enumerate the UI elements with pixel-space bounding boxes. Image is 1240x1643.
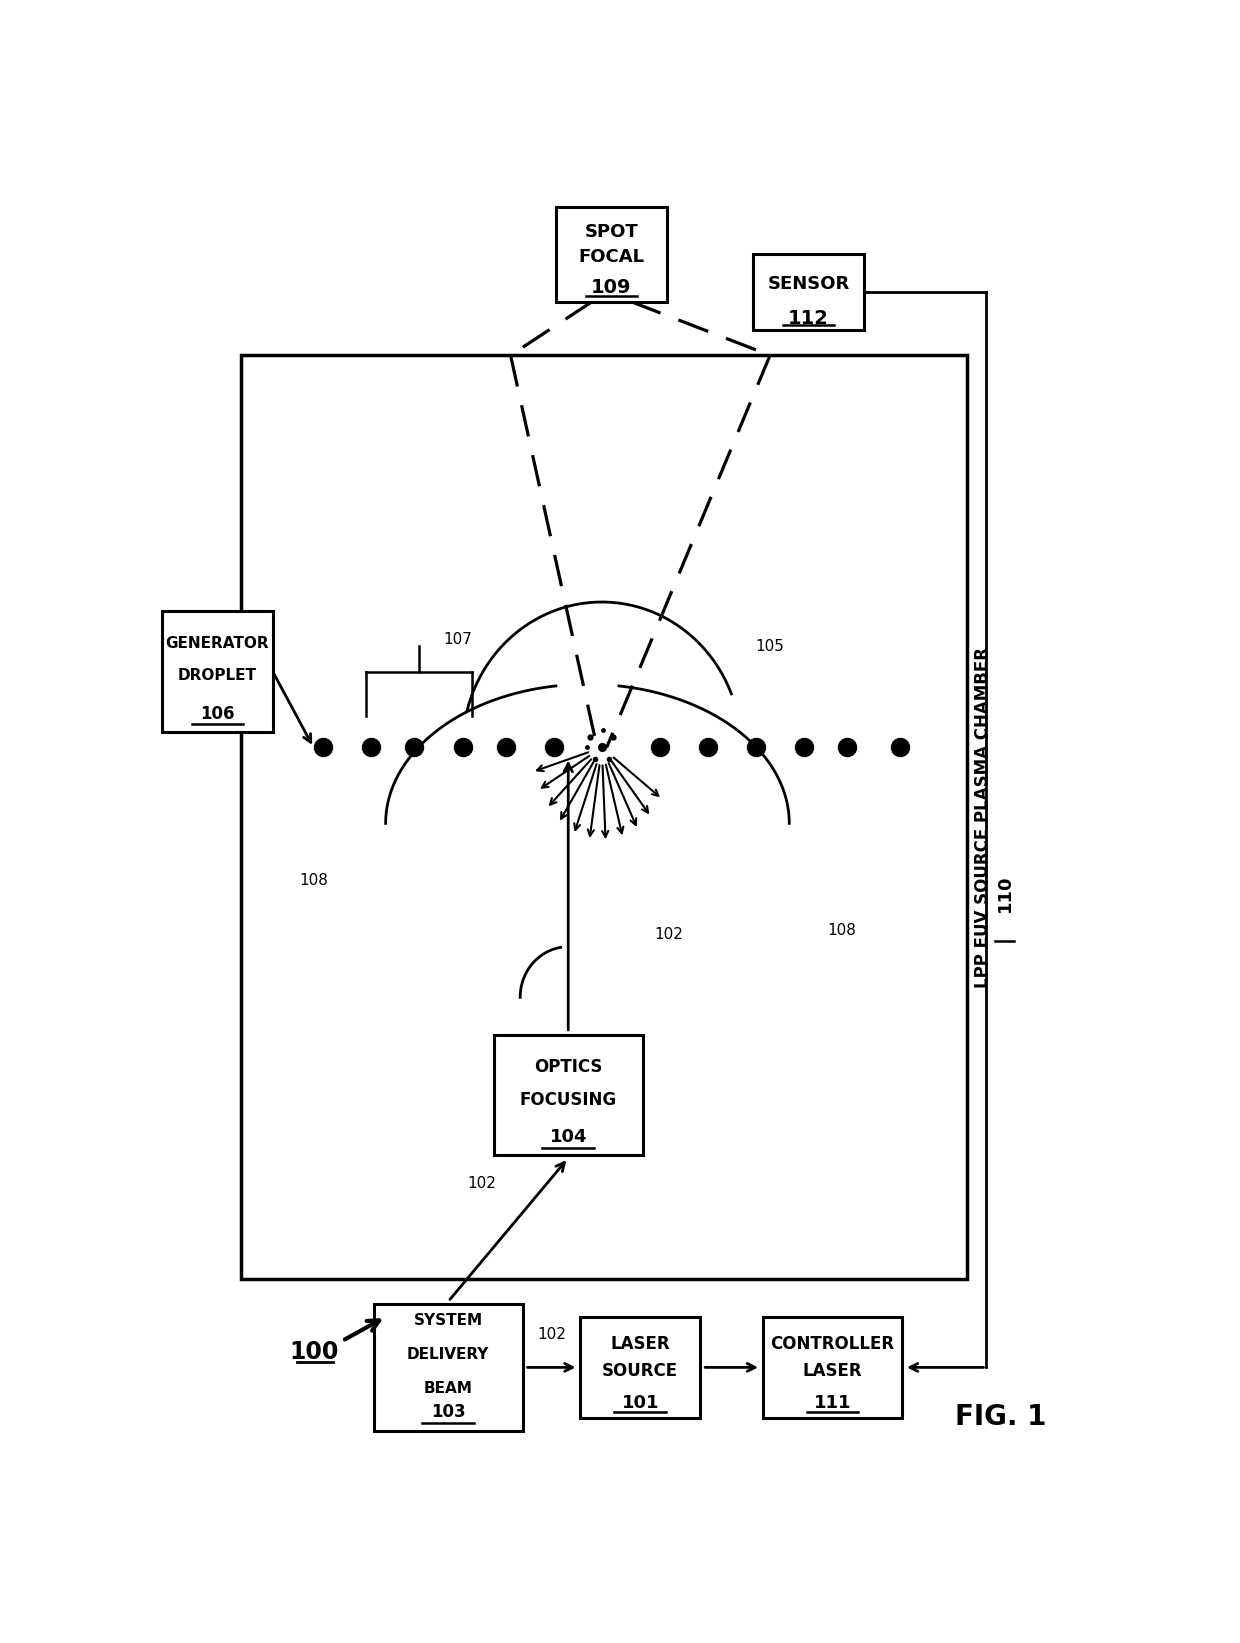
Text: 102: 102 bbox=[655, 927, 683, 941]
Text: 112: 112 bbox=[789, 309, 828, 329]
Text: 104: 104 bbox=[549, 1129, 587, 1147]
FancyBboxPatch shape bbox=[162, 611, 273, 731]
Text: 102: 102 bbox=[537, 1328, 565, 1342]
Text: FIG. 1: FIG. 1 bbox=[955, 1403, 1047, 1431]
FancyBboxPatch shape bbox=[753, 255, 864, 330]
Text: SENSOR: SENSOR bbox=[768, 276, 849, 294]
Text: GENERATOR: GENERATOR bbox=[166, 636, 269, 651]
Text: LASER: LASER bbox=[802, 1362, 862, 1380]
Text: LASER: LASER bbox=[610, 1334, 670, 1352]
Text: SYSTEM: SYSTEM bbox=[414, 1313, 482, 1328]
Text: 108: 108 bbox=[827, 923, 857, 938]
Text: 110: 110 bbox=[996, 874, 1013, 912]
Text: CONTROLLER: CONTROLLER bbox=[770, 1334, 894, 1352]
Text: 109: 109 bbox=[591, 278, 631, 297]
FancyBboxPatch shape bbox=[557, 207, 667, 302]
FancyBboxPatch shape bbox=[373, 1305, 522, 1431]
Text: BEAM: BEAM bbox=[424, 1382, 472, 1397]
Text: OPTICS: OPTICS bbox=[534, 1058, 603, 1076]
Text: SPOT: SPOT bbox=[584, 223, 639, 242]
Text: LPP EUV SOURCE PLASMA CHAMBER: LPP EUV SOURCE PLASMA CHAMBER bbox=[975, 647, 992, 987]
Text: DELIVERY: DELIVERY bbox=[407, 1347, 490, 1362]
Text: 108: 108 bbox=[299, 872, 329, 887]
Text: 111: 111 bbox=[813, 1393, 851, 1411]
Text: 107: 107 bbox=[444, 633, 472, 647]
FancyBboxPatch shape bbox=[763, 1316, 903, 1418]
Text: 102: 102 bbox=[467, 1176, 496, 1191]
Text: FOCUSING: FOCUSING bbox=[520, 1091, 616, 1109]
FancyBboxPatch shape bbox=[580, 1316, 701, 1418]
Text: FOCAL: FOCAL bbox=[579, 248, 645, 266]
Text: 100: 100 bbox=[289, 1341, 339, 1364]
Text: 106: 106 bbox=[200, 705, 234, 723]
FancyBboxPatch shape bbox=[494, 1035, 642, 1155]
Text: 101: 101 bbox=[621, 1393, 658, 1411]
Text: DROPLET: DROPLET bbox=[179, 669, 257, 683]
FancyBboxPatch shape bbox=[242, 355, 967, 1278]
Text: 105: 105 bbox=[755, 639, 785, 654]
Text: 103: 103 bbox=[430, 1403, 465, 1421]
Text: SOURCE: SOURCE bbox=[603, 1362, 678, 1380]
